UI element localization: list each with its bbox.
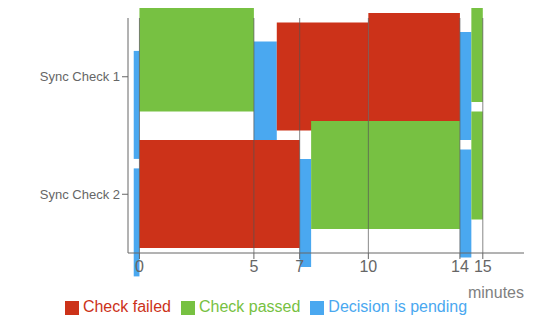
html-text:Decision is pending: Decision is pending <box>328 298 468 315</box>
svg-text:7: 7 <box>295 258 304 275</box>
svg-text:14: 14 <box>451 258 469 275</box>
svg-text:Sync Check 2: Sync Check 2 <box>40 187 120 202</box>
svg-text:Sync Check 1: Sync Check 1 <box>40 69 120 84</box>
html-text:Check passed: Check passed <box>199 298 301 315</box>
svg-text:15: 15 <box>474 258 492 275</box>
html-text:Check failed: Check failed <box>82 298 171 315</box>
svg-text:0: 0 <box>135 258 144 275</box>
svg-text:minutes: minutes <box>468 284 524 301</box>
svg-text:5: 5 <box>249 258 258 275</box>
svg-text:10: 10 <box>359 258 377 275</box>
